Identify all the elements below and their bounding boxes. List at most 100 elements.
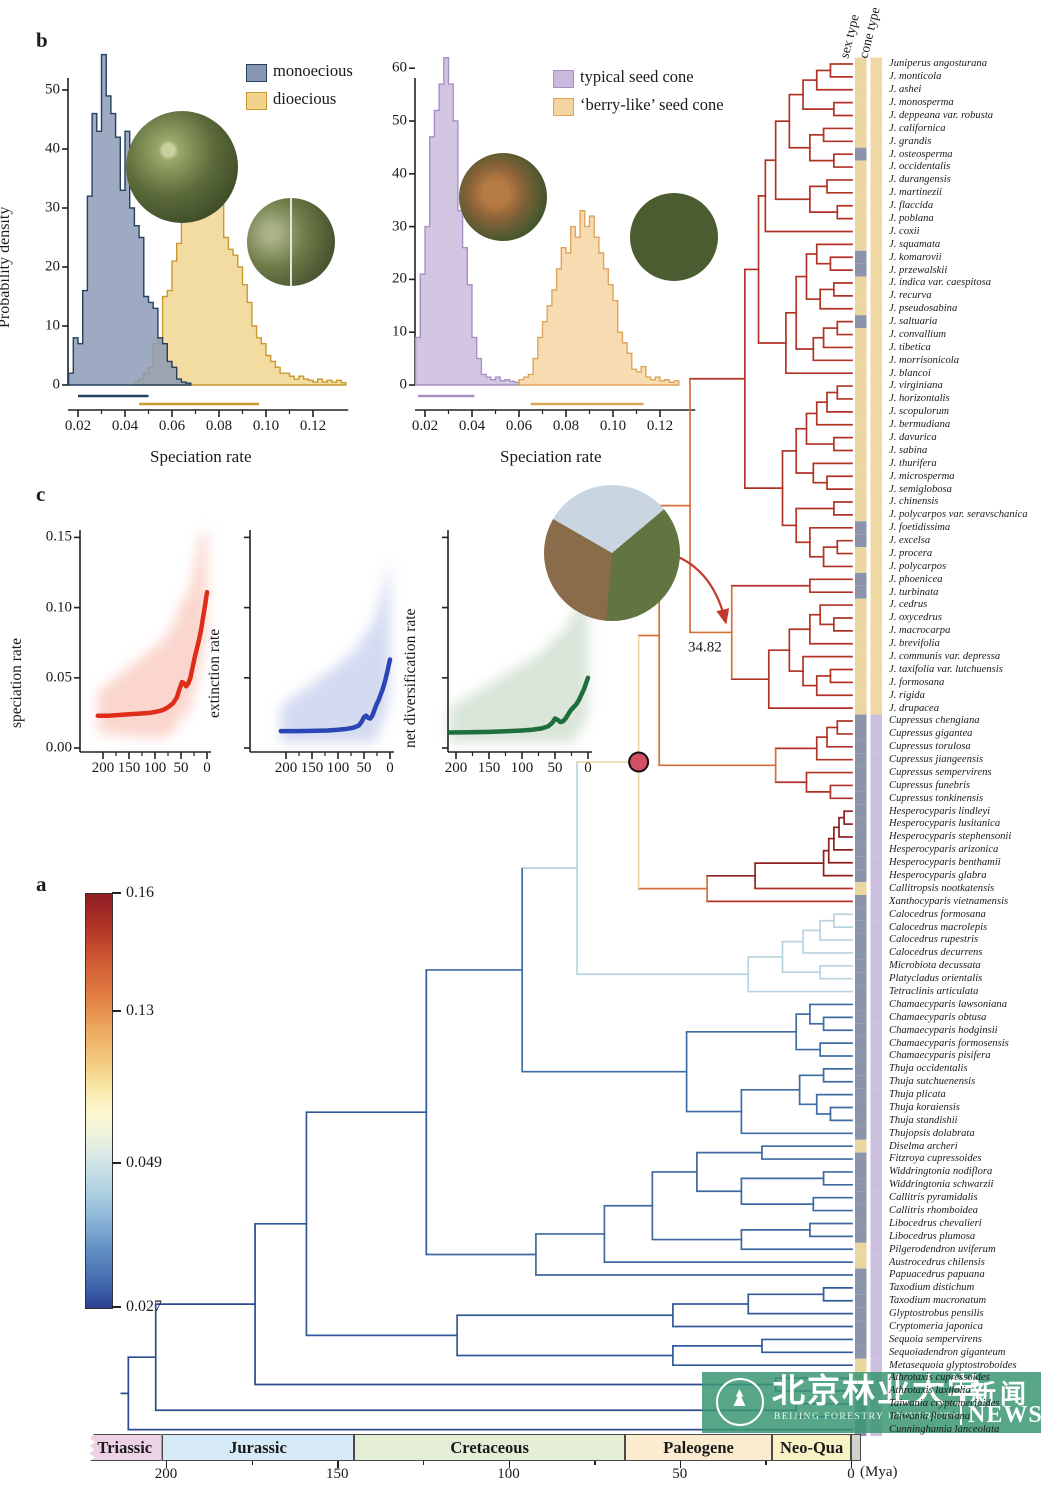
species-label: J. rigida (889, 689, 925, 701)
species-label: J. martinezii (889, 187, 942, 199)
timescale-tick-label: 200 (154, 1466, 178, 1482)
species-label: J. cedrus (889, 599, 928, 611)
timescale-tick (851, 1461, 853, 1468)
watermark-university-name-en: BEIJING FORESTRY UNIVERSITY (774, 1412, 960, 1422)
species-label: J. durangensis (889, 174, 951, 186)
timescale-tick-label: 150 (326, 1466, 349, 1482)
g-hist2-ytick: 20 (392, 270, 407, 287)
species-label: J. virginiana (889, 380, 943, 392)
era-edge-sliver (851, 1434, 861, 1461)
species-label: Cryptomeria japonica (889, 1320, 983, 1332)
species-label: Pilgerodendron uviferum (889, 1243, 996, 1255)
species-label: J. blancoi (889, 367, 931, 379)
species-label: Cupressus jiangeensis (889, 754, 984, 766)
geological-timescale: Triassic Jurassic Cretaceous Paleogene Neo-Q… (0, 1434, 1041, 1461)
species-label: J. monosperma (889, 97, 954, 109)
university-seal-icon (716, 1378, 764, 1426)
g-hist1-xtick: 0.04 (111, 418, 139, 434)
species-label: Calocedrus formosana (889, 908, 986, 920)
timescale-tick (679, 1461, 682, 1468)
species-label: J. deppeana var. robusta (889, 109, 994, 121)
species-label: Taxodium distichum (889, 1282, 975, 1294)
species-label: Libocedrus plumosa (889, 1230, 976, 1242)
legend-swatch-berry-cone (553, 98, 574, 116)
species-label: Calocedrus decurrens (889, 947, 983, 959)
g-hist1-ytick: 10 (45, 317, 60, 334)
rate2-y-axis-title: extinction rate (206, 628, 223, 718)
species-label: Hesperocyparis arizonica (889, 844, 999, 856)
rate-xtick: 200 (444, 760, 468, 776)
species-label: J. procera (889, 547, 933, 559)
species-label: J. squamata (889, 238, 941, 250)
species-label: Thuja plicata (889, 1089, 946, 1101)
species-label: Diselma archeri (889, 1140, 958, 1152)
rate-through-time-plots (74, 530, 592, 759)
colorbar-tick (112, 1306, 121, 1308)
species-label: Cunninghamia lanceolata (889, 1423, 1000, 1435)
species-label: J. recurva (889, 290, 932, 302)
panel-label-a: a (36, 872, 47, 896)
timescale-tick-label: 50 (672, 1466, 688, 1482)
watermark-news-en: NEWS (968, 1402, 1041, 1428)
species-label: Athrotaxis cupressoides (889, 1372, 990, 1384)
species-label: J. sabina (889, 444, 928, 456)
species-label: Cupressus sempervirens (889, 766, 992, 778)
rate-xtick: 150 (117, 760, 141, 776)
species-label: Sequoiadendron giganteum (889, 1346, 1006, 1358)
species-label: Widdringtonia nodiflora (889, 1166, 993, 1178)
species-label: Hesperocyparis glabra (889, 870, 987, 882)
legend-swatch-dioecious (246, 92, 267, 110)
g-hist1-ytick: 30 (45, 199, 60, 216)
panel-label-c: c (36, 482, 46, 506)
species-label: Calocedrus rupestris (889, 934, 979, 946)
g-hist1-xtick: 0.08 (205, 418, 233, 434)
species-label: Cupressus chengiana (889, 715, 980, 727)
species-label: Chamaecyparis obtusa (889, 1011, 987, 1023)
species-label: Platycladus orientalis (889, 973, 983, 985)
rate-xtick: 50 (173, 760, 189, 776)
species-label: J. taxifolia var. lutchuensis (889, 663, 1003, 675)
species-label: Hesperocyparis benthamii (889, 857, 1001, 869)
era-neo-qua: Neo-Qua (772, 1434, 851, 1461)
rate-xtick: 150 (477, 760, 501, 776)
species-label: Fitzroya cupressoides (889, 1153, 982, 1165)
species-label: J. indica var. caespitosa (889, 277, 992, 289)
species-label: Libocedrus chevalieri (889, 1217, 982, 1229)
g-hist2-ytick: 40 (392, 165, 407, 182)
rate-xtick: 0 (203, 760, 211, 776)
species-label: Taiwania cryptomerioides (889, 1398, 1000, 1410)
species-label: J. brevifolia (889, 638, 940, 650)
photo-berry-like-seed-cone (630, 193, 718, 281)
species-label: Callitris pyramidalis (889, 1192, 978, 1204)
species-label: Widdringtonia schwarzii (889, 1179, 994, 1191)
species-label: Chamaecyparis pisifera (889, 1050, 991, 1062)
watermark-divider (960, 1380, 962, 1425)
timescale-minor-tick (765, 1461, 767, 1465)
species-label: J. scopulorum (889, 406, 950, 418)
species-label: J. thurifera (889, 457, 937, 469)
species-label: Cupressus tonkinensis (889, 792, 984, 804)
legend-label-dioecious: dioecious (273, 89, 337, 108)
species-label: J. monticola (889, 71, 942, 83)
species-label: Juniperus angosturana (889, 58, 987, 70)
panel-label-b: b (36, 28, 48, 52)
colorbar-tick (112, 892, 121, 894)
species-label: Athrotaxis laxifolia (889, 1385, 971, 1397)
rate-xtick: 0 (584, 760, 592, 776)
species-label: J. poblana (889, 212, 934, 224)
species-label: J. macrocarpa (889, 625, 951, 637)
legend-label-typical-cone: typical seed cone (580, 67, 694, 86)
g-hist1-ytick: 0 (52, 376, 61, 393)
species-label: Callitris rhomboidea (889, 1204, 978, 1216)
g-hist2-xtick: 0.12 (646, 418, 674, 434)
trait-strips (855, 57, 882, 1437)
legend-label-monoecious: monoecious (273, 61, 353, 80)
era-triassic: Triassic (88, 1434, 162, 1461)
rate-xtick: 50 (547, 760, 563, 776)
rate-xtick: 100 (326, 760, 350, 776)
colorbar-tick-label: 0.027 (126, 1298, 162, 1315)
rate-xtick: 100 (510, 760, 534, 776)
species-label: Papuacedrus papuana (889, 1269, 985, 1281)
